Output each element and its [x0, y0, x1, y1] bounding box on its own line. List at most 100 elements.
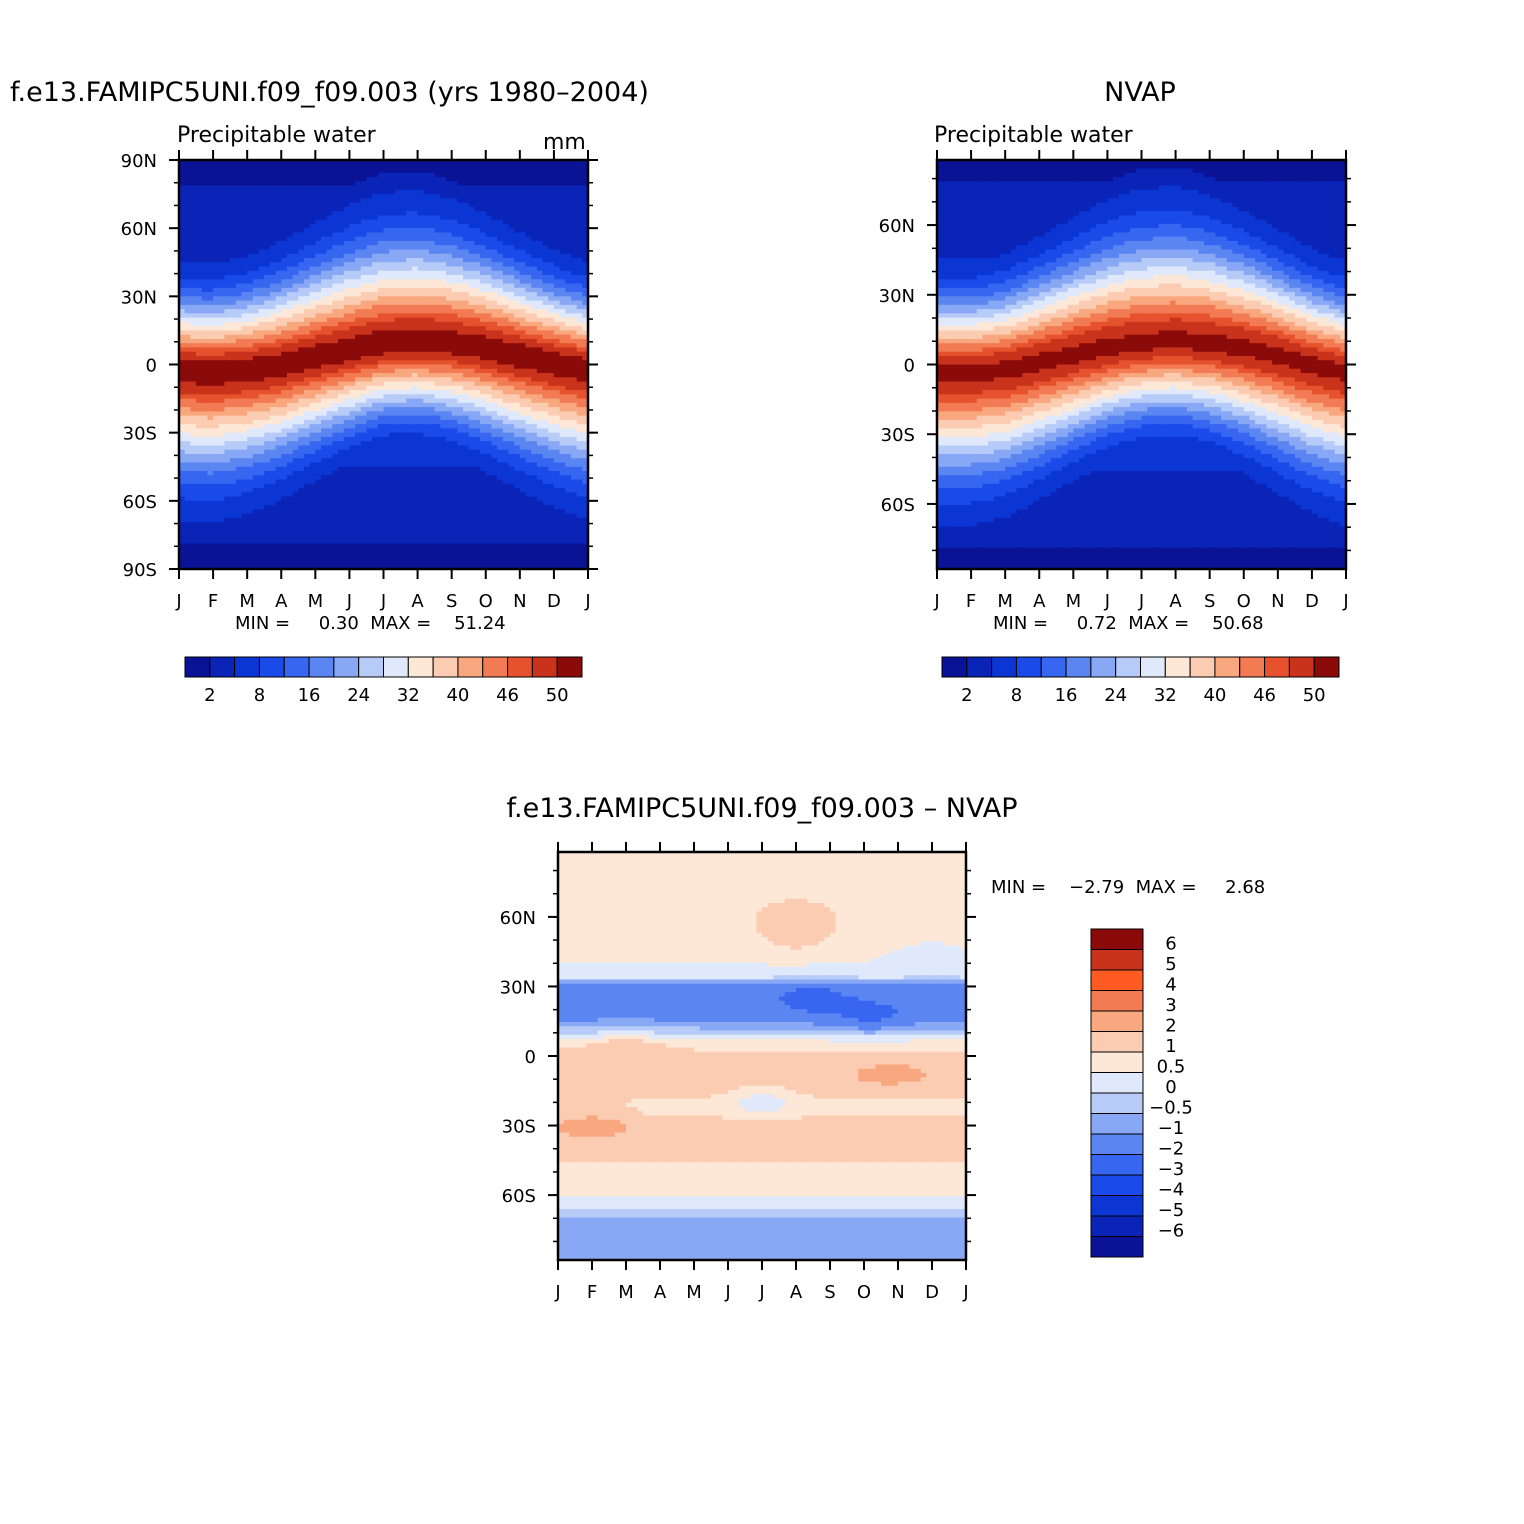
field-cell: [480, 347, 487, 353]
field-cell: [286, 304, 294, 310]
field-cell: [423, 364, 430, 370]
field-cell: [451, 168, 458, 174]
field-cell: [355, 270, 362, 276]
field-cell: [383, 381, 390, 387]
field-cell: [281, 436, 288, 442]
field-cell: [406, 275, 413, 280]
field-cell: [536, 172, 544, 178]
field-cell: [468, 407, 475, 412]
field-cell: [542, 334, 549, 340]
field-cell: [281, 198, 288, 204]
field-cell: [377, 338, 385, 344]
field-cell: [224, 364, 231, 370]
field-cell: [451, 228, 458, 234]
field-cell: [196, 424, 203, 430]
field-cell: [377, 364, 385, 370]
field-cell: [275, 317, 282, 323]
field-cell: [298, 279, 305, 285]
field-cell: [224, 424, 231, 430]
field-cell: [394, 377, 402, 383]
field-cell: [411, 347, 419, 353]
field-cell: [309, 313, 316, 319]
field-cell: [207, 194, 214, 199]
field-cell: [463, 219, 470, 225]
field-cell: [536, 296, 544, 302]
field-cell: [292, 355, 299, 361]
field-cell: [315, 300, 322, 306]
field-cell: [315, 198, 322, 204]
field-cell: [548, 296, 555, 302]
field-cell: [485, 253, 493, 259]
field-cell: [360, 172, 368, 178]
field-cell: [326, 253, 333, 259]
field-cell: [423, 262, 430, 268]
field-cell: [519, 228, 527, 234]
field-cell: [355, 402, 362, 408]
field-cell: [463, 428, 470, 434]
field-cell: [502, 202, 510, 208]
field-cell: [542, 172, 549, 178]
field-cell: [184, 287, 191, 293]
field-cell: [548, 415, 555, 421]
field-cell: [372, 347, 379, 353]
field-cell: [207, 185, 214, 191]
field-cell: [377, 326, 385, 332]
field-cell: [468, 449, 475, 455]
field-cell: [394, 270, 402, 276]
field-cell: [281, 249, 288, 255]
field-cell: [321, 326, 328, 332]
field-cell: [576, 198, 583, 204]
field-cell: [400, 215, 407, 221]
field-cell: [258, 347, 265, 353]
field-cell: [366, 355, 373, 361]
field-cell: [491, 275, 498, 280]
field-cell: [349, 275, 356, 280]
field-cell: [292, 428, 299, 434]
field-cell: [536, 211, 544, 216]
field-cell: [576, 428, 583, 434]
field-cell: [553, 211, 561, 216]
field-cell: [252, 189, 260, 195]
field-cell: [485, 368, 493, 374]
field-cell: [536, 253, 544, 259]
field-cell: [286, 292, 294, 297]
field-cell: [542, 292, 549, 297]
field-cell: [400, 296, 407, 302]
field-cell: [372, 253, 379, 259]
field-cell: [400, 223, 407, 229]
field-cell: [525, 236, 532, 242]
field-cell: [258, 283, 265, 289]
field-cell: [258, 181, 265, 187]
field-cell: [372, 160, 379, 165]
field-cell: [179, 453, 186, 459]
field-cell: [514, 232, 521, 238]
field-cell: [258, 381, 265, 387]
field-cell: [298, 240, 305, 246]
field-cell: [247, 287, 254, 293]
field-cell: [190, 364, 197, 370]
field-cell: [184, 283, 191, 289]
field-cell: [553, 355, 561, 361]
field-cell: [213, 309, 220, 314]
field-cell: [349, 445, 356, 451]
field-cell: [247, 223, 254, 229]
field-cell: [553, 351, 561, 357]
field-cell: [241, 177, 248, 182]
field-cell: [394, 385, 402, 391]
field-cell: [201, 232, 208, 238]
field-cell: [196, 441, 203, 447]
field-cell: [519, 360, 527, 366]
field-cell: [548, 194, 555, 199]
field-cell: [184, 219, 191, 225]
field-cell: [582, 194, 589, 199]
field-cell: [474, 381, 481, 387]
field-cell: [542, 398, 549, 404]
field-cell: [491, 194, 498, 199]
field-cell: [326, 343, 333, 349]
field-cell: [355, 424, 362, 430]
field-cell: [281, 262, 288, 268]
field-cell: [332, 428, 339, 434]
field-cell: [372, 381, 379, 387]
field-cell: [196, 211, 203, 216]
field-cell: [207, 398, 214, 404]
